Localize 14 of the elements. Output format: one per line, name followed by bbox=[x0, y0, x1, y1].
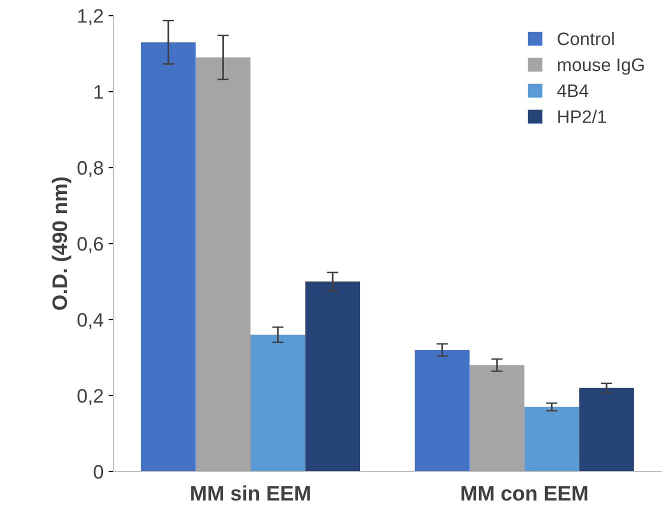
legend-label: HP2/1 bbox=[558, 110, 606, 124]
y-tick-label: 0,8 bbox=[78, 161, 103, 178]
y-tick-label: 1,2 bbox=[78, 9, 103, 26]
y-tick-label: 0 bbox=[94, 464, 104, 479]
legend-label: mouse IgG bbox=[558, 58, 644, 75]
y-tick-label: 0,6 bbox=[78, 237, 103, 254]
legend-label: Control bbox=[558, 32, 614, 46]
legend-label: 4B4 bbox=[557, 84, 588, 97]
x-tick-label: MM sin EEM bbox=[191, 485, 310, 501]
x-tick-label: MM con EEM bbox=[462, 486, 588, 501]
y-tick-label: 0,4 bbox=[78, 313, 104, 330]
y-tick-label: 1 bbox=[94, 85, 103, 99]
y-tick-label: 0,2 bbox=[78, 388, 103, 406]
y-axis-title: O.D. (490 nm) bbox=[52, 177, 72, 310]
